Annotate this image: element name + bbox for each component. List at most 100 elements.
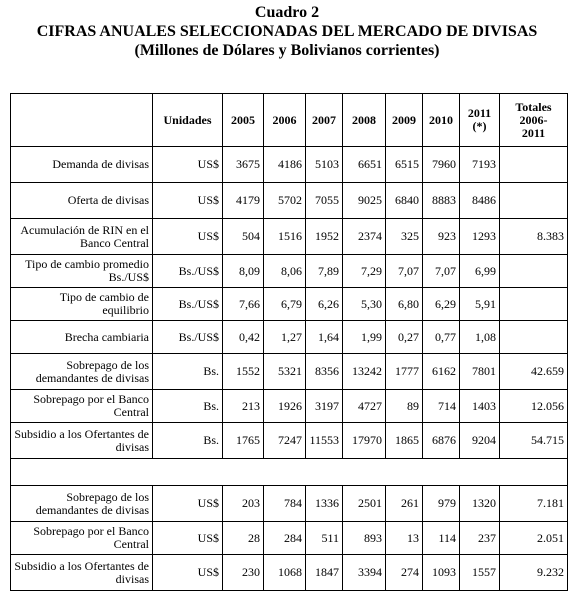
value-cell: 1,27 [263, 320, 306, 354]
header-2007: 2007 [305, 93, 343, 147]
row-unit: US$ [152, 554, 223, 591]
value-cell: 1765 [222, 422, 264, 459]
header-totales-line2: 2006- [519, 112, 548, 127]
value-cell: 1926 [263, 389, 306, 423]
value-cell: 3675 [222, 146, 264, 183]
value-cell: 325 [385, 218, 423, 255]
value-cell: 511 [305, 521, 343, 555]
value-cell: 8486 [459, 182, 500, 219]
table-row: Subsidio a los Ofertantes de divisas Bs. 1… [10, 422, 568, 459]
value-cell: 6,99 [459, 254, 500, 288]
value-cell: 0,77 [422, 320, 460, 354]
value-cell: 0,27 [385, 320, 423, 354]
value-cell: 6515 [385, 146, 423, 183]
total-cell: 12.056 [499, 389, 568, 423]
value-cell: 1516 [263, 218, 306, 255]
value-cell: 230 [222, 554, 264, 591]
value-cell: 237 [459, 521, 500, 555]
market-figures-table: Unidades 2005 2006 2007 2008 2009 2010 2… [10, 93, 568, 591]
value-cell: 28 [222, 521, 264, 555]
header-concept [10, 93, 153, 147]
row-concept: Sobrepago de los demandantes de divisas [10, 353, 153, 390]
value-cell: 8883 [422, 182, 460, 219]
row-concept: Sobrepago por el Banco Central [10, 389, 153, 423]
value-cell: 114 [422, 521, 460, 555]
row-unit: US$ [152, 146, 223, 183]
value-cell: 714 [422, 389, 460, 423]
value-cell: 6162 [422, 353, 460, 390]
row-unit: Bs./US$ [152, 254, 223, 288]
value-cell: 203 [222, 485, 264, 522]
header-unidades: Unidades [152, 93, 223, 147]
table-body-separator [10, 458, 568, 486]
value-cell: 4727 [342, 389, 386, 423]
row-unit: Bs./US$ [152, 287, 223, 321]
value-cell: 3197 [305, 389, 343, 423]
value-cell: 1847 [305, 554, 343, 591]
title-block: Cuadro 2 CIFRAS ANUALES SELECCIONADAS DE… [0, 0, 574, 60]
header-2005: 2005 [222, 93, 264, 147]
row-concept: Tipo de cambio promedio Bs./US$ [10, 254, 153, 288]
value-cell: 1777 [385, 353, 423, 390]
value-cell: 8,09 [222, 254, 264, 288]
value-cell: 7247 [263, 422, 306, 459]
table-row: Sobrepago de los demandantes de divisas U… [10, 485, 568, 522]
table-subtitle: (Millones de Dólares y Bolivianos corrie… [134, 42, 440, 59]
value-cell: 4186 [263, 146, 306, 183]
total-cell: 7.181 [499, 485, 568, 522]
value-cell: 7960 [422, 146, 460, 183]
header-row: Unidades 2005 2006 2007 2008 2009 2010 2… [10, 93, 568, 147]
value-cell: 893 [342, 521, 386, 555]
row-unit: US$ [152, 182, 223, 219]
value-cell: 89 [385, 389, 423, 423]
value-cell: 1552 [222, 353, 264, 390]
table-row: Subsidio a los Ofertantes de divisas US$ 2… [10, 554, 568, 591]
value-cell: 1336 [305, 485, 343, 522]
value-cell: 5321 [263, 353, 306, 390]
value-cell: 7,89 [305, 254, 343, 288]
value-cell: 6651 [342, 146, 386, 183]
value-cell: 8,06 [263, 254, 306, 288]
value-cell: 6840 [385, 182, 423, 219]
row-concept: Subsidio a los Ofertantes de divisas [10, 554, 153, 591]
value-cell: 6,80 [385, 287, 423, 321]
header-2006: 2006 [263, 93, 306, 147]
value-cell: 5,91 [459, 287, 500, 321]
header-2009: 2009 [385, 93, 423, 147]
value-cell: 7801 [459, 353, 500, 390]
value-cell: 2374 [342, 218, 386, 255]
value-cell: 7,29 [342, 254, 386, 288]
total-cell: 8.383 [499, 218, 568, 255]
value-cell: 1093 [422, 554, 460, 591]
value-cell: 1403 [459, 389, 500, 423]
row-unit: Bs./US$ [152, 320, 223, 354]
row-concept: Subsidio a los Ofertantes de divisas [10, 422, 153, 459]
total-cell: 2.051 [499, 521, 568, 555]
value-cell: 284 [263, 521, 306, 555]
row-concept: Brecha cambiaria [10, 320, 153, 354]
value-cell: 979 [422, 485, 460, 522]
value-cell: 274 [385, 554, 423, 591]
value-cell: 1,99 [342, 320, 386, 354]
value-cell: 7055 [305, 182, 343, 219]
table-body-usd: Sobrepago de los demandantes de divisas U… [10, 485, 568, 591]
header-2011-year: 2011 [467, 106, 492, 120]
header-2011-note: (*) [472, 119, 487, 133]
total-cell: 42.659 [499, 353, 568, 390]
total-cell: 54.715 [499, 422, 568, 459]
row-unit: US$ [152, 218, 223, 255]
table-row: Brecha cambiaria Bs./US$ 0,42 1,27 1,64 1,99 0… [10, 320, 568, 354]
row-unit: Bs. [152, 389, 223, 423]
value-cell: 1952 [305, 218, 343, 255]
value-cell: 784 [263, 485, 306, 522]
value-cell: 3394 [342, 554, 386, 591]
table-row: Sobrepago de los demandantes de divisas B… [10, 353, 568, 390]
table-row: Tipo de cambio de equilibrio Bs./US$ 7,66 6… [10, 287, 568, 321]
value-cell: 11553 [305, 422, 343, 459]
table-row: Sobrepago por el Banco Central Bs. 213 1926… [10, 389, 568, 423]
value-cell: 4179 [222, 182, 264, 219]
value-cell: 8356 [305, 353, 343, 390]
header-2011: 2011 (*) [459, 93, 500, 147]
value-cell: 5,30 [342, 287, 386, 321]
header-2010: 2010 [422, 93, 460, 147]
